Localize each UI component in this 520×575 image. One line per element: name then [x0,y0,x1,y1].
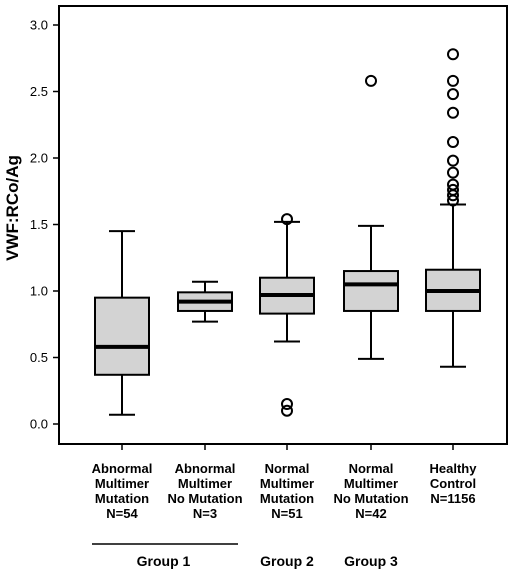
outlier-point [447,74,459,87]
boxes [94,48,481,417]
y-tick-label: 1.5 [30,217,48,232]
outlier-point [447,154,459,167]
category-label-line: N=54 [106,506,138,521]
outlier-point [447,48,459,61]
y-axis-title: VWF:RCo/Ag [3,155,22,261]
category-label-line: Healthy [430,461,478,476]
category-label-line: N=51 [271,506,302,521]
outlier-point [447,106,459,119]
group-labels: Group 1 Group 2 Group 3 [92,543,398,569]
outlier-point [365,74,377,87]
outlier-point [281,398,293,411]
outlier-point [447,189,459,202]
plot-frame [58,5,508,445]
box-1 [94,230,150,416]
category-label-line: Normal [265,461,310,476]
outlier-point [281,404,293,417]
outlier-point [447,166,459,179]
category-label-line: Mutation [260,491,314,506]
y-tick-label: 1.0 [30,284,48,299]
outlier-point [447,136,459,149]
category-label-line: N=1156 [430,491,475,506]
box-3 [259,213,315,417]
category-label-line: Multimer [260,476,314,491]
group-label: Group 1 [137,553,191,569]
y-tick-label: 2.0 [30,151,48,166]
category-label-line: Control [430,476,476,491]
category-label-line: Normal [349,461,394,476]
category-label-line: Multimer [178,476,232,491]
category-label-line: Abnormal [92,461,153,476]
box-iqr [343,270,399,312]
category-label-line: No Mutation [167,491,242,506]
group-label: Group 3 [344,553,398,569]
y-tick-label: 0.0 [30,417,48,432]
y-tick-label: 0.5 [30,350,48,365]
box-5 [425,48,481,368]
box-4 [343,74,399,360]
outlier-point [447,194,459,207]
category-label-line: Mutation [95,491,149,506]
group-label: Group 2 [260,553,314,569]
category-label-line: Multimer [344,476,398,491]
x-axis-labels: AbnormalMultimerMutationN=54AbnormalMult… [92,444,478,521]
category-label-line: No Mutation [333,491,408,506]
y-axis: 0.0 0.5 1.0 1.5 2.0 2.5 3.0 [30,18,59,432]
y-tick-label: 3.0 [30,18,48,33]
category-label-line: N=3 [193,506,217,521]
category-label-line: Abnormal [175,461,236,476]
box-2 [177,280,233,323]
category-label-line: N=42 [355,506,386,521]
outlier-point [281,213,293,226]
y-tick-label: 2.5 [30,84,48,99]
box-iqr [94,296,150,376]
category-label-line: Multimer [95,476,149,491]
outlier-point [447,88,459,101]
